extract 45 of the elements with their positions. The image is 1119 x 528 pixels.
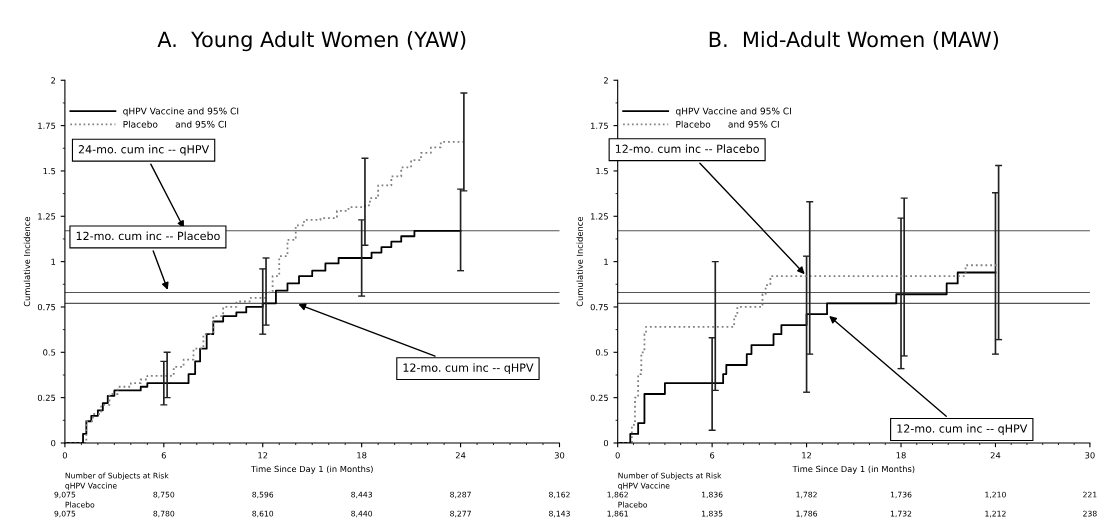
y-axis-title: Cumulative Incidence	[23, 216, 31, 307]
x-tick-label: 24	[990, 452, 1001, 459]
y-tick-label: 0.5	[595, 349, 608, 356]
x-axis-title: Time Since Day 1 (in Months)	[250, 465, 373, 474]
y-tick-label: 1.75	[38, 122, 56, 129]
annotation: 12-mo. cum inc -- Placebo	[615, 144, 759, 153]
chart-title: B. Mid-Adult Women (MAW)	[709, 31, 999, 50]
y-tick-label: 0.5	[43, 349, 56, 356]
y-tick-label: 1	[51, 258, 56, 265]
ref-line-label: 24-mo. cum inc -- qHPV	[78, 144, 210, 156]
y-tick-label: 0.75	[590, 303, 608, 311]
legend-label: qHPV Vaccine and 95% CI	[123, 107, 239, 117]
y-tick-label: 0.25	[37, 394, 56, 401]
x-tick-label: 18	[357, 452, 367, 459]
ref-line-label: 12-mo. cum inc -- qHPV	[403, 363, 534, 374]
x-tick-label: 12	[258, 452, 268, 459]
legend-label: qHPV Vaccine and 95% CI	[675, 107, 791, 117]
x-tick-label: 18	[896, 452, 906, 459]
x-axis-title: Time Since Day 1 (in Months)	[792, 465, 915, 474]
x-tick-label: 24	[455, 452, 466, 459]
y-tick-label: 1.25	[38, 213, 56, 220]
legend-label: Placebo and 95% CI	[676, 120, 779, 128]
y-tick-label: 1.5	[43, 168, 56, 175]
x-tick-label: 0	[615, 452, 620, 459]
ref-line-label: 12-mo. cum inc -- Placebo	[76, 231, 220, 241]
y-tick-label: 1.5	[596, 168, 608, 175]
x-tick-label: 30	[554, 452, 565, 459]
y-tick-label: 0	[603, 439, 609, 447]
x-tick-label: 6	[161, 452, 166, 459]
y-tick-label: 1	[604, 258, 608, 265]
y-tick-label: 0.75	[37, 303, 56, 311]
y-tick-label: 2	[603, 77, 608, 84]
chart-title: A. Young Adult Women (YAW)	[157, 31, 466, 52]
y-tick-label: 0	[51, 439, 56, 447]
y-tick-label: 1.75	[591, 122, 608, 129]
x-tick-label: 30	[1085, 452, 1095, 459]
legend-label: Placebo and 95% CI	[123, 120, 227, 128]
y-tick-label: 1.25	[591, 213, 608, 220]
x-tick-label: 0	[62, 452, 67, 459]
x-tick-label: 6	[710, 452, 715, 459]
x-tick-label: 12	[802, 452, 812, 459]
y-tick-label: 2	[51, 77, 56, 84]
y-axis-title: Cumulative Incidence	[576, 216, 583, 307]
y-tick-label: 0.25	[590, 394, 608, 401]
annotation: 12-mo. cum inc -- qHPV	[897, 424, 1028, 435]
